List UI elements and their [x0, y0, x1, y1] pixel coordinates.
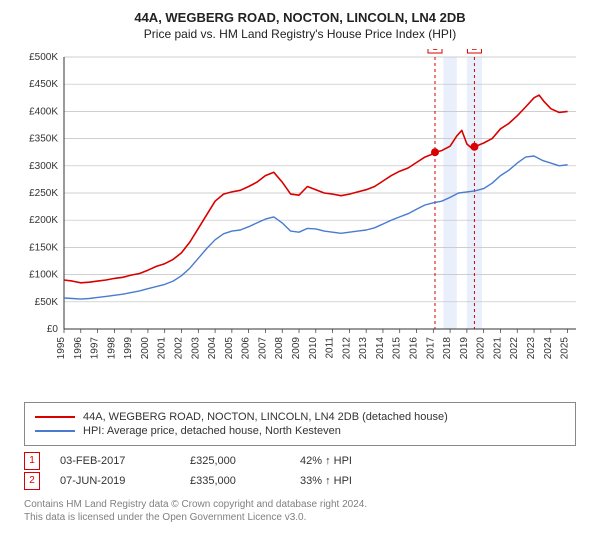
chart-plot: £0 £50K £100K £150K £200K £250K £300K £350K £400…	[16, 49, 584, 392]
line-chart-svg: £0 £50K £100K £150K £200K £250K £300K £350K £400…	[16, 49, 584, 389]
svg-text:2019: 2019	[459, 337, 470, 360]
sale-price: £335,000	[190, 475, 280, 487]
footer-line: Contains HM Land Registry data © Crown c…	[24, 498, 576, 511]
svg-text:1998: 1998	[106, 337, 117, 360]
svg-text:£0: £0	[47, 324, 59, 335]
svg-text:1995: 1995	[56, 337, 67, 360]
svg-text:2020: 2020	[476, 337, 487, 360]
svg-text:1997: 1997	[90, 337, 101, 360]
sale-pct-vs-hpi: 33% ↑ HPI	[300, 475, 390, 487]
svg-text:£300K: £300K	[29, 161, 58, 172]
legend-label: 44A, WEGBERG ROAD, NOCTON, LINCOLN, LN4 …	[83, 411, 448, 423]
svg-text:2023: 2023	[526, 337, 537, 360]
svg-text:£250K: £250K	[29, 188, 58, 199]
chart-container: 44A, WEGBERG ROAD, NOCTON, LINCOLN, LN4 …	[0, 0, 600, 532]
svg-text:£350K: £350K	[29, 134, 58, 145]
svg-text:2012: 2012	[341, 337, 352, 360]
svg-text:£400K: £400K	[29, 106, 58, 117]
svg-text:2016: 2016	[409, 337, 420, 360]
sale-date: 07-JUN-2019	[60, 475, 170, 487]
svg-text:£450K: £450K	[29, 79, 58, 90]
svg-text:2014: 2014	[375, 337, 386, 360]
svg-text:£200K: £200K	[29, 215, 58, 226]
svg-text:2015: 2015	[392, 337, 403, 360]
legend-box: 44A, WEGBERG ROAD, NOCTON, LINCOLN, LN4 …	[24, 402, 576, 446]
chart-subtitle: Price paid vs. HM Land Registry's House …	[16, 27, 584, 41]
legend-item: 44A, WEGBERG ROAD, NOCTON, LINCOLN, LN4 …	[35, 411, 565, 423]
sale-price: £325,000	[190, 455, 280, 467]
svg-text:2022: 2022	[509, 337, 520, 360]
chart-title: 44A, WEGBERG ROAD, NOCTON, LINCOLN, LN4 …	[16, 10, 584, 25]
sale-marker-row: 1 03-FEB-2017 £325,000 42% ↑ HPI	[24, 452, 576, 470]
sale-marker-badge: 2	[24, 472, 40, 490]
legend-item: HPI: Average price, detached house, Nort…	[35, 425, 565, 437]
svg-text:2011: 2011	[325, 337, 336, 359]
footer-attribution: Contains HM Land Registry data © Crown c…	[24, 498, 576, 524]
svg-text:1996: 1996	[73, 337, 84, 360]
svg-text:£150K: £150K	[29, 242, 58, 253]
svg-text:2021: 2021	[492, 337, 503, 360]
svg-text:2018: 2018	[442, 337, 453, 360]
svg-text:2008: 2008	[274, 337, 285, 360]
svg-text:2006: 2006	[241, 337, 252, 360]
sale-date: 03-FEB-2017	[60, 455, 170, 467]
svg-text:2024: 2024	[543, 337, 554, 360]
sale-marker-row: 2 07-JUN-2019 £335,000 33% ↑ HPI	[24, 472, 576, 490]
svg-text:2001: 2001	[157, 337, 168, 360]
svg-text:£500K: £500K	[29, 52, 58, 63]
svg-text:2009: 2009	[291, 337, 302, 360]
footer-line: This data is licensed under the Open Gov…	[24, 511, 576, 524]
sale-marker-badge: 1	[24, 452, 40, 470]
sale-marker-table: 1 03-FEB-2017 £325,000 42% ↑ HPI 2 07-JUN-201…	[24, 452, 576, 490]
legend-label: HPI: Average price, detached house, Nort…	[83, 425, 341, 437]
svg-text:2017: 2017	[425, 337, 436, 360]
sale-pct-vs-hpi: 42% ↑ HPI	[300, 455, 390, 467]
svg-text:2002: 2002	[174, 337, 185, 360]
svg-text:2000: 2000	[140, 337, 151, 360]
svg-text:£100K: £100K	[29, 270, 58, 281]
svg-text:2010: 2010	[308, 337, 319, 360]
svg-text:2005: 2005	[224, 337, 235, 360]
svg-text:2013: 2013	[358, 337, 369, 360]
legend-swatch	[35, 430, 75, 432]
legend-swatch	[35, 416, 75, 418]
svg-text:2: 2	[472, 49, 478, 53]
svg-text:2007: 2007	[257, 337, 268, 360]
svg-text:2025: 2025	[560, 337, 571, 360]
svg-text:£50K: £50K	[35, 297, 59, 308]
svg-text:2004: 2004	[207, 337, 218, 360]
svg-text:2003: 2003	[190, 337, 201, 360]
svg-text:1999: 1999	[123, 337, 134, 360]
svg-text:1: 1	[432, 49, 438, 53]
